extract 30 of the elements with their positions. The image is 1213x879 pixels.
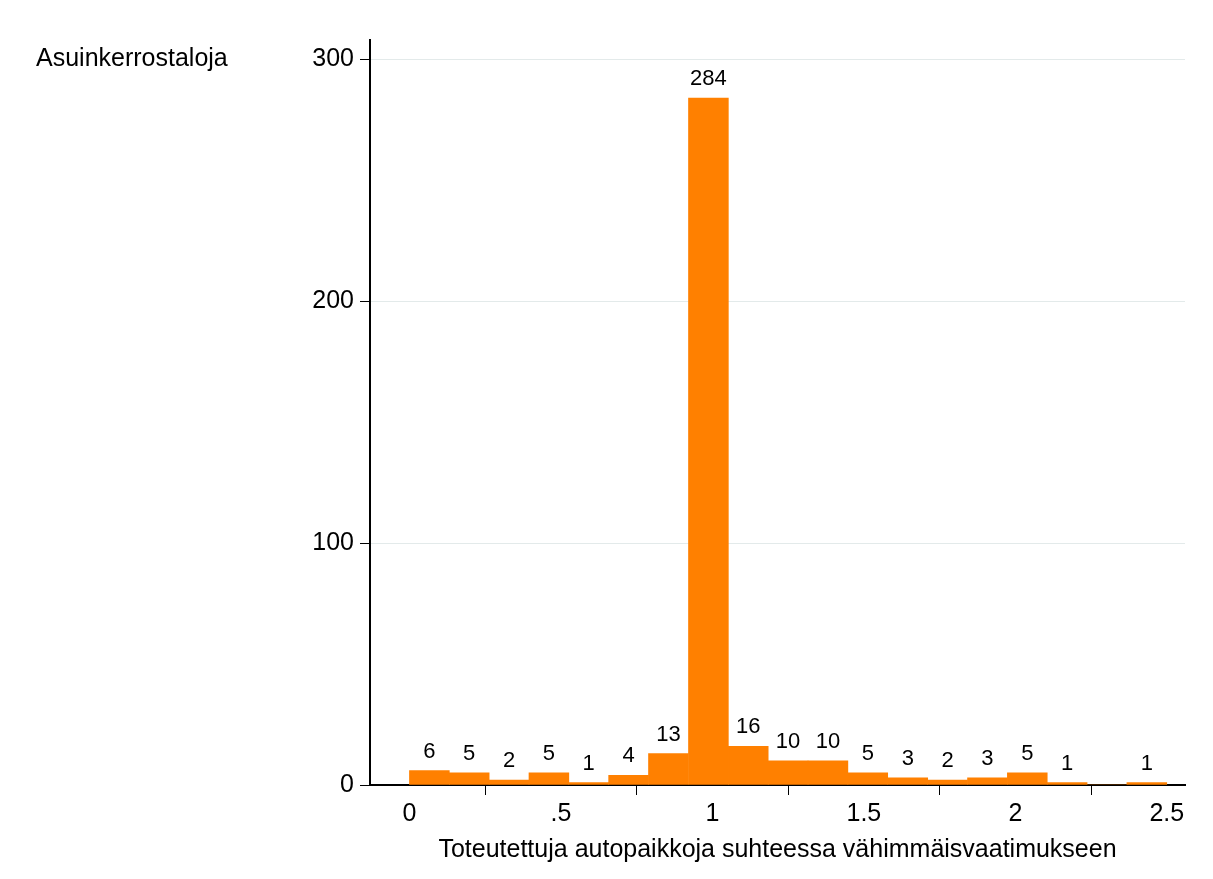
data-label: 3 (901, 744, 914, 770)
x-tick-label: 2 (1008, 797, 1023, 826)
data-label: 5 (542, 739, 556, 765)
data-label: 1 (1140, 749, 1153, 775)
data-label: 5 (861, 739, 874, 765)
data-label: 4 (622, 742, 635, 768)
x-tick-label: 1.5 (846, 797, 882, 826)
data-label: 1 (1061, 749, 1074, 775)
data-label: 5 (463, 739, 476, 765)
y-tick-label: 100 (312, 527, 354, 556)
data-label: 10 (775, 727, 801, 753)
data-label: 5 (1021, 739, 1034, 765)
x-tick-label: .5 (550, 797, 572, 826)
data-label: 6 (423, 737, 436, 763)
data-label: 2 (941, 747, 954, 773)
data-label: 10 (815, 727, 841, 753)
y-tick-label: 200 (312, 285, 354, 314)
y-tick-label: 0 (340, 768, 354, 797)
data-label: 2 (502, 747, 516, 773)
data-label: 1 (582, 749, 595, 775)
x-tick-label: 1 (705, 797, 720, 826)
x-tick-label: 2.5 (1149, 797, 1185, 826)
x-axis-title: Toteutettuja autopaikkoja suhteessa vähimmäisvaatimukseen (438, 833, 1117, 862)
y-axis-title: Asuinkerrostaloja (36, 43, 228, 72)
x-tick-label: 0 (402, 797, 417, 826)
data-label: 16 (736, 713, 761, 739)
y-tick-label: 300 (312, 43, 354, 72)
data-label: 284 (690, 65, 727, 91)
data-label: 3 (981, 744, 994, 770)
data-label: 13 (656, 720, 681, 746)
